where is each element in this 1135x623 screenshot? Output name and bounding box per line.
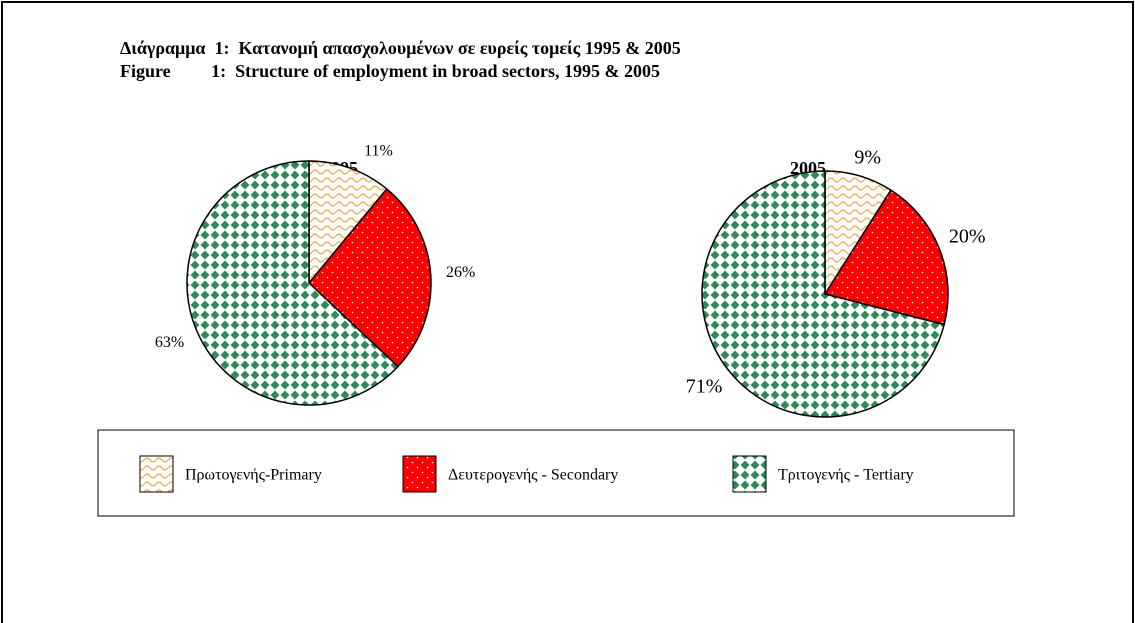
data-label: 26% (446, 264, 475, 281)
legend-swatch (139, 455, 174, 493)
title-greek: Διάγραμμα 1: Κατανομή απασχολουμένων σε … (120, 38, 681, 58)
legend-label: Πρωτογενής-Primary (185, 467, 322, 484)
legend-label: Δευτερογενής - Secondary (448, 467, 618, 484)
data-label: 9% (854, 147, 881, 169)
pie-slice (307, 187, 432, 368)
legend-swatch (402, 455, 437, 493)
data-label: 11% (364, 143, 393, 160)
legend-label: Τριτογενής - Tertiary (778, 467, 914, 484)
legend-box (97, 429, 1015, 517)
pie-slice (186, 160, 399, 406)
data-label: 63% (155, 334, 184, 351)
pie-slice (308, 160, 388, 286)
legend-swatch (732, 455, 767, 493)
data-label: 71% (686, 375, 723, 397)
data-label: 20% (949, 225, 986, 247)
pie-slice (823, 189, 949, 326)
pie-slice (701, 170, 946, 418)
title-english: Figure 1: Structure of employment in bro… (120, 61, 660, 81)
